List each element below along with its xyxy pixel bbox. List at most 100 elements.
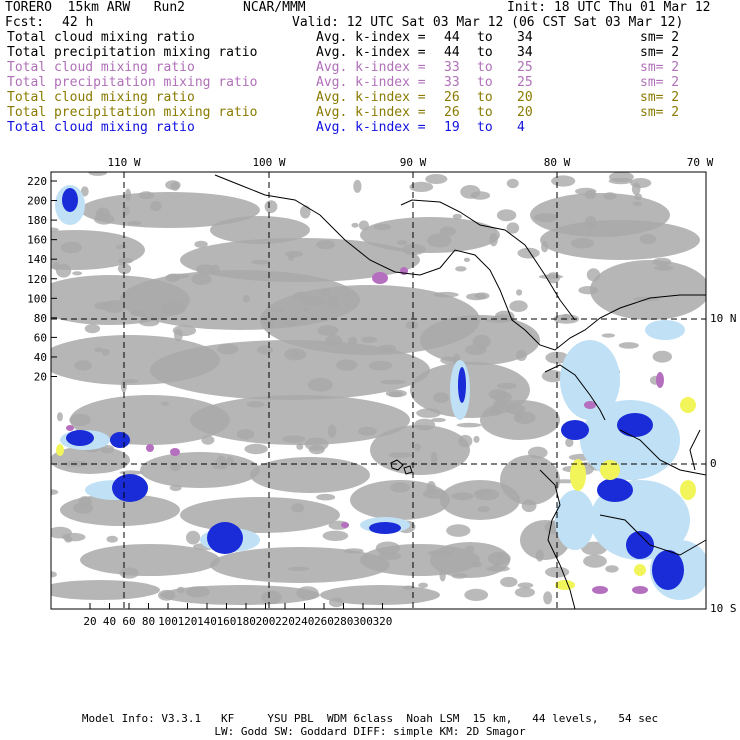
cloud-speckle [106, 535, 118, 543]
cloud-speckle [474, 490, 492, 496]
y-tick-label: 220 [27, 175, 47, 188]
cloud-speckle [375, 541, 401, 555]
cloud-speckle [570, 237, 594, 249]
cloud-speckle [257, 345, 273, 355]
y-tick-label: 100 [27, 292, 47, 305]
cloud-speckle [506, 222, 520, 234]
cloud-speckle [565, 438, 574, 448]
cloud-speckle [378, 344, 397, 353]
cloud-speckle [521, 499, 537, 513]
cloud-speckle [325, 334, 343, 347]
x-tick-label: 80 [142, 615, 155, 628]
cloud-speckle [302, 307, 309, 312]
cloud-speckle [176, 586, 185, 594]
cloud-speckle [283, 321, 298, 327]
cloud-speckle [296, 443, 304, 450]
cloud-speckle [584, 189, 596, 199]
cloud-speckle [317, 325, 339, 336]
cloud-speckle [551, 175, 576, 187]
cloud-speckle [494, 310, 515, 323]
cloud-speckle [402, 585, 415, 590]
longitude-label: 100 W [252, 156, 285, 169]
cloud-speckle [368, 360, 393, 371]
cloud-cover-patch [250, 457, 370, 493]
cloud-speckle [327, 296, 339, 309]
legend-field-name: Total cloud mixing ratio [7, 90, 195, 105]
cloud-cover-patch [70, 395, 230, 445]
model-info-line: Model Info: V3.3.1 KF YSU PBL WDM 6class… [81, 712, 659, 725]
cloud-speckle [242, 294, 250, 303]
cloud-speckle [603, 192, 617, 200]
legend-range-to: 20 [517, 105, 533, 120]
cloud-speckle [244, 443, 268, 455]
legend-smoothing: sm= 2 [640, 90, 680, 105]
x-tick-label: 140 [197, 615, 217, 628]
cloud-speckle [652, 257, 672, 266]
cloud-speckle [496, 209, 517, 222]
cloud-speckle [307, 377, 333, 392]
cloud-mixing-mid-area [146, 444, 154, 452]
cloud-speckle [514, 587, 536, 598]
cloud-mixing-mid-area [170, 448, 180, 456]
coastline [599, 514, 707, 556]
cloud-speckle [427, 550, 453, 557]
cloud-speckle [380, 379, 406, 385]
x-tick-label: 220 [275, 615, 295, 628]
cloud-speckle [84, 324, 101, 334]
cloud-speckle [541, 370, 564, 383]
cloud-speckle [452, 213, 463, 220]
cloud-speckle [271, 307, 286, 312]
y-tick-label: 80 [34, 312, 47, 325]
physics-info-line: LW: Godd SW: Goddard DIFF: simple KM: 2D… [214, 725, 526, 738]
cloud-speckle [583, 554, 607, 568]
cloud-speckle [553, 479, 576, 484]
cloud-speckle [578, 286, 599, 295]
legend-range-to: 20 [517, 90, 533, 105]
legend-field-name: Total precipitation mixing ratio [7, 105, 258, 120]
precip-heavy-area [561, 420, 589, 440]
legend-range-to-word: to [477, 90, 493, 105]
cloud-speckle [490, 406, 502, 416]
x-tick-label: 280 [334, 615, 354, 628]
model-title: TORERO 15km ARW Run2 [5, 0, 186, 15]
cloud-speckle [122, 379, 139, 384]
cloud-speckle [618, 342, 639, 349]
y-tick-label: 140 [27, 253, 47, 266]
cloud-speckle [473, 435, 480, 443]
cloud-speckle [388, 452, 413, 458]
legend-index-label: Avg. k-index = [316, 30, 426, 45]
cloud-speckle [584, 216, 597, 230]
x-tick-label: 20 [83, 615, 96, 628]
cloud-speckle [516, 289, 523, 296]
cloud-speckle [506, 178, 519, 189]
cloud-speckle [115, 244, 127, 250]
cloud-speckle [505, 404, 526, 415]
cloud-speckle [94, 347, 104, 353]
longitude-label: 90 W [400, 156, 427, 169]
cloud-speckle [528, 446, 548, 459]
x-tick-label: 100 [158, 615, 178, 628]
cloud-speckle [517, 582, 534, 589]
cloud-speckle [316, 493, 336, 501]
cloud-mixing-low-area [600, 460, 620, 480]
cloud-cover-patch [440, 480, 520, 520]
coastline [689, 429, 701, 471]
cloud-speckle [304, 437, 329, 451]
cloud-speckle [414, 443, 421, 452]
cloud-speckle [414, 418, 436, 431]
precip-light-area [645, 320, 685, 340]
cloud-speckle [601, 333, 616, 338]
cloud-speckle [357, 426, 377, 436]
cloud-speckle [654, 265, 673, 271]
cloud-speckle [191, 273, 212, 286]
cloud-speckle [80, 186, 89, 197]
cloud-speckle [390, 482, 410, 493]
legend-smoothing: sm= 2 [640, 45, 680, 60]
cloud-speckle [74, 360, 92, 371]
cloud-speckle [185, 586, 210, 598]
cloud-speckle [358, 220, 369, 231]
cloud-speckle [56, 263, 72, 278]
legend-index-label: Avg. k-index = [316, 105, 426, 120]
cloud-speckle [287, 566, 310, 572]
